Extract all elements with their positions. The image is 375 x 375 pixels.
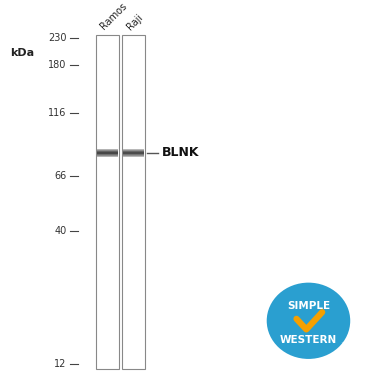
Bar [97, 150, 118, 151]
Bar [97, 155, 118, 156]
Text: 230: 230 [48, 33, 66, 42]
Text: Ramos: Ramos [99, 1, 129, 32]
Bar [123, 154, 144, 155]
Bar [123, 151, 144, 152]
Bar [123, 155, 144, 156]
Bar [96, 35, 118, 369]
Bar [97, 151, 118, 152]
Text: Raji: Raji [124, 12, 144, 32]
Bar [97, 152, 118, 153]
Bar [97, 154, 118, 155]
Text: WESTERN: WESTERN [280, 334, 337, 345]
Bar [123, 149, 144, 150]
Bar [97, 149, 118, 150]
Bar [97, 153, 118, 154]
Bar [123, 150, 144, 151]
Bar [97, 155, 118, 156]
Bar [97, 150, 118, 151]
Bar [123, 152, 144, 153]
Bar [97, 151, 118, 152]
Bar [123, 151, 144, 152]
Text: BLNK: BLNK [162, 146, 199, 159]
Text: 116: 116 [48, 108, 66, 118]
Bar [123, 150, 144, 151]
Text: SIMPLE: SIMPLE [287, 301, 330, 311]
Bar [123, 154, 144, 155]
Text: ™: ™ [340, 342, 345, 347]
Text: 66: 66 [54, 171, 66, 180]
Bar [123, 155, 144, 156]
Circle shape [266, 282, 351, 360]
Bar [123, 149, 144, 150]
Bar [122, 35, 145, 369]
Text: 180: 180 [48, 60, 66, 70]
Bar [123, 153, 144, 154]
Bar [97, 153, 118, 154]
Bar [123, 156, 144, 157]
Bar [97, 149, 118, 150]
Text: 12: 12 [54, 359, 66, 369]
Bar [97, 152, 118, 153]
Bar [123, 152, 144, 153]
Bar [97, 154, 118, 155]
Text: 40: 40 [54, 226, 66, 236]
Bar [97, 156, 118, 157]
Bar [123, 153, 144, 154]
Text: kDa: kDa [10, 48, 34, 58]
